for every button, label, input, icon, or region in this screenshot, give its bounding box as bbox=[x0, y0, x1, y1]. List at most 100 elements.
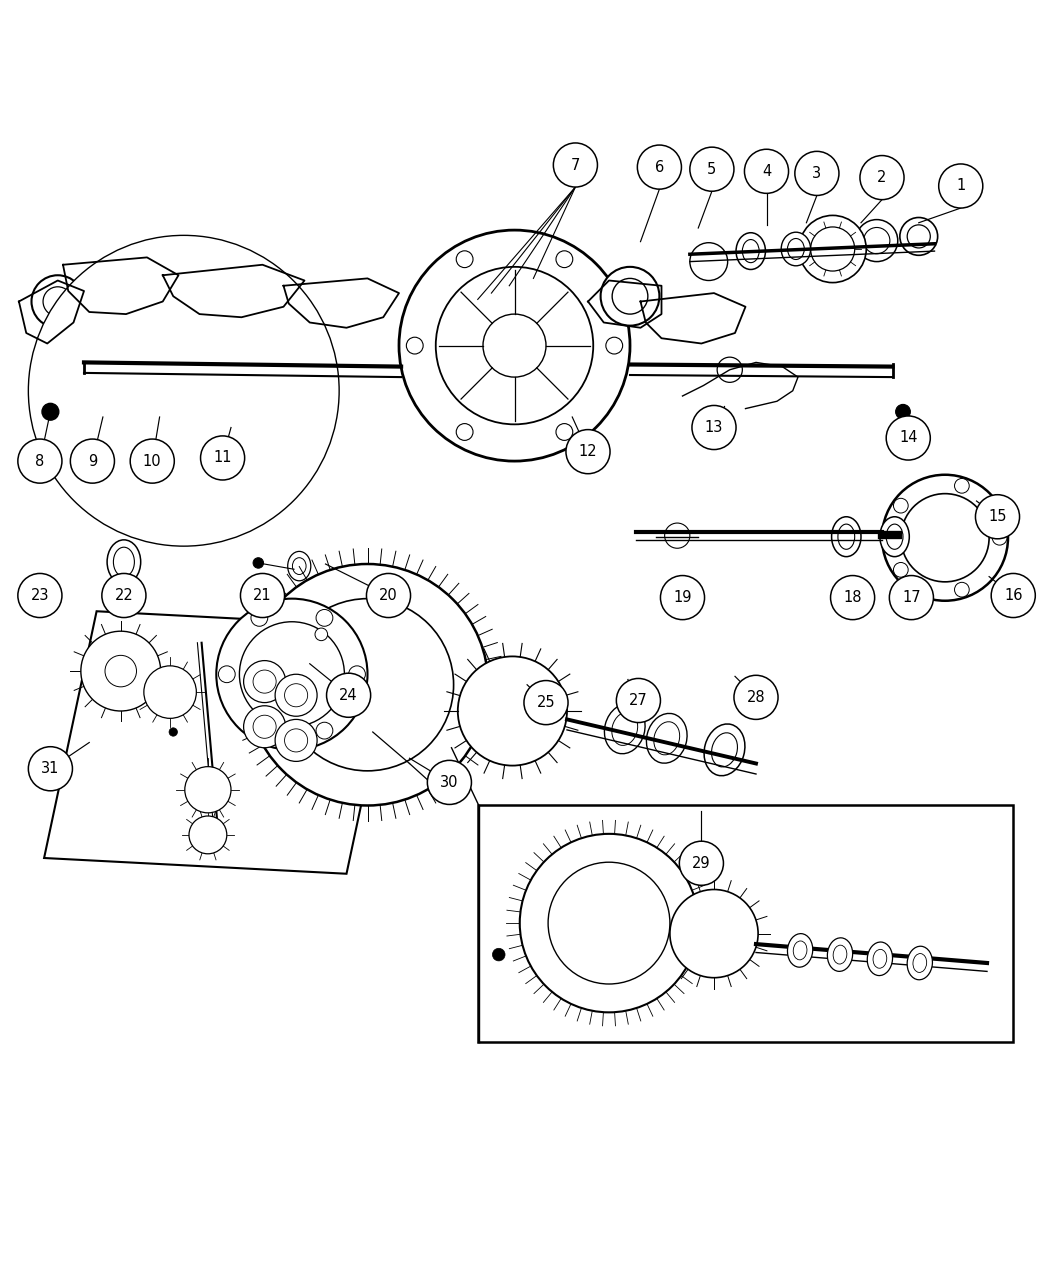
Text: 19: 19 bbox=[673, 590, 692, 606]
Ellipse shape bbox=[833, 945, 847, 964]
Ellipse shape bbox=[867, 942, 892, 975]
Circle shape bbox=[831, 575, 875, 620]
Circle shape bbox=[285, 683, 308, 706]
Text: 10: 10 bbox=[143, 454, 162, 469]
Text: 15: 15 bbox=[988, 509, 1007, 524]
Text: 12: 12 bbox=[579, 444, 597, 459]
Text: 7: 7 bbox=[571, 158, 580, 172]
Ellipse shape bbox=[605, 704, 645, 754]
Ellipse shape bbox=[827, 938, 853, 972]
Ellipse shape bbox=[873, 950, 887, 968]
Circle shape bbox=[406, 337, 423, 354]
Ellipse shape bbox=[856, 219, 898, 261]
Circle shape bbox=[70, 439, 114, 483]
Text: 4: 4 bbox=[762, 163, 771, 179]
Circle shape bbox=[247, 564, 488, 806]
Ellipse shape bbox=[863, 227, 890, 254]
Text: 17: 17 bbox=[902, 590, 921, 606]
Ellipse shape bbox=[654, 722, 679, 755]
Circle shape bbox=[112, 488, 131, 507]
Circle shape bbox=[244, 660, 286, 703]
Circle shape bbox=[992, 530, 1007, 546]
Text: 9: 9 bbox=[88, 454, 97, 469]
Text: 1: 1 bbox=[957, 179, 965, 194]
Circle shape bbox=[553, 143, 597, 187]
Text: 5: 5 bbox=[708, 162, 716, 177]
Text: 2: 2 bbox=[878, 170, 886, 185]
Text: 3: 3 bbox=[813, 166, 821, 181]
Circle shape bbox=[327, 673, 371, 718]
Circle shape bbox=[566, 430, 610, 474]
Text: 8: 8 bbox=[36, 454, 44, 469]
Text: 24: 24 bbox=[339, 687, 358, 703]
Circle shape bbox=[169, 728, 177, 736]
Text: 11: 11 bbox=[213, 450, 232, 465]
Circle shape bbox=[126, 333, 242, 449]
Ellipse shape bbox=[788, 933, 813, 968]
Circle shape bbox=[207, 264, 245, 301]
Circle shape bbox=[81, 631, 161, 711]
Circle shape bbox=[606, 337, 623, 354]
Circle shape bbox=[349, 666, 365, 682]
Text: 16: 16 bbox=[1004, 588, 1023, 603]
Text: 23: 23 bbox=[30, 588, 49, 603]
Ellipse shape bbox=[292, 557, 307, 575]
Circle shape bbox=[991, 574, 1035, 617]
Circle shape bbox=[939, 164, 983, 208]
Circle shape bbox=[679, 842, 723, 885]
Circle shape bbox=[201, 436, 245, 479]
Circle shape bbox=[18, 574, 62, 617]
Circle shape bbox=[189, 816, 227, 854]
Circle shape bbox=[427, 760, 471, 805]
Circle shape bbox=[690, 147, 734, 191]
Ellipse shape bbox=[705, 724, 744, 775]
Circle shape bbox=[894, 499, 908, 513]
Circle shape bbox=[456, 251, 472, 268]
Circle shape bbox=[18, 439, 62, 483]
Circle shape bbox=[795, 152, 839, 195]
Text: 22: 22 bbox=[114, 588, 133, 603]
Circle shape bbox=[194, 251, 257, 314]
Circle shape bbox=[244, 706, 286, 747]
Circle shape bbox=[285, 729, 308, 752]
Circle shape bbox=[42, 403, 59, 421]
Ellipse shape bbox=[647, 714, 687, 764]
Circle shape bbox=[799, 215, 866, 283]
Circle shape bbox=[692, 405, 736, 450]
Bar bbox=[478, 806, 1013, 1042]
Ellipse shape bbox=[880, 516, 909, 557]
Circle shape bbox=[744, 149, 789, 194]
Ellipse shape bbox=[907, 946, 932, 979]
Ellipse shape bbox=[788, 238, 804, 260]
Circle shape bbox=[253, 715, 276, 738]
Circle shape bbox=[901, 493, 989, 581]
Circle shape bbox=[218, 666, 235, 682]
Circle shape bbox=[665, 523, 690, 548]
Text: 18: 18 bbox=[843, 590, 862, 606]
Circle shape bbox=[894, 562, 908, 578]
Circle shape bbox=[240, 574, 285, 617]
Circle shape bbox=[483, 314, 546, 377]
Ellipse shape bbox=[781, 232, 811, 265]
Circle shape bbox=[216, 599, 368, 750]
Circle shape bbox=[734, 676, 778, 719]
Text: 6: 6 bbox=[655, 159, 664, 175]
Polygon shape bbox=[44, 611, 399, 873]
Circle shape bbox=[896, 404, 910, 419]
Ellipse shape bbox=[113, 547, 134, 576]
Ellipse shape bbox=[712, 733, 737, 766]
Circle shape bbox=[281, 599, 454, 771]
Circle shape bbox=[556, 423, 573, 440]
Circle shape bbox=[207, 501, 226, 520]
Circle shape bbox=[28, 747, 72, 790]
Circle shape bbox=[251, 722, 268, 740]
Circle shape bbox=[55, 413, 74, 432]
Circle shape bbox=[436, 266, 593, 425]
Ellipse shape bbox=[832, 516, 861, 557]
Circle shape bbox=[253, 557, 264, 569]
Circle shape bbox=[130, 439, 174, 483]
Circle shape bbox=[882, 474, 1008, 601]
Circle shape bbox=[811, 227, 855, 272]
Circle shape bbox=[275, 719, 317, 761]
Circle shape bbox=[366, 574, 411, 617]
